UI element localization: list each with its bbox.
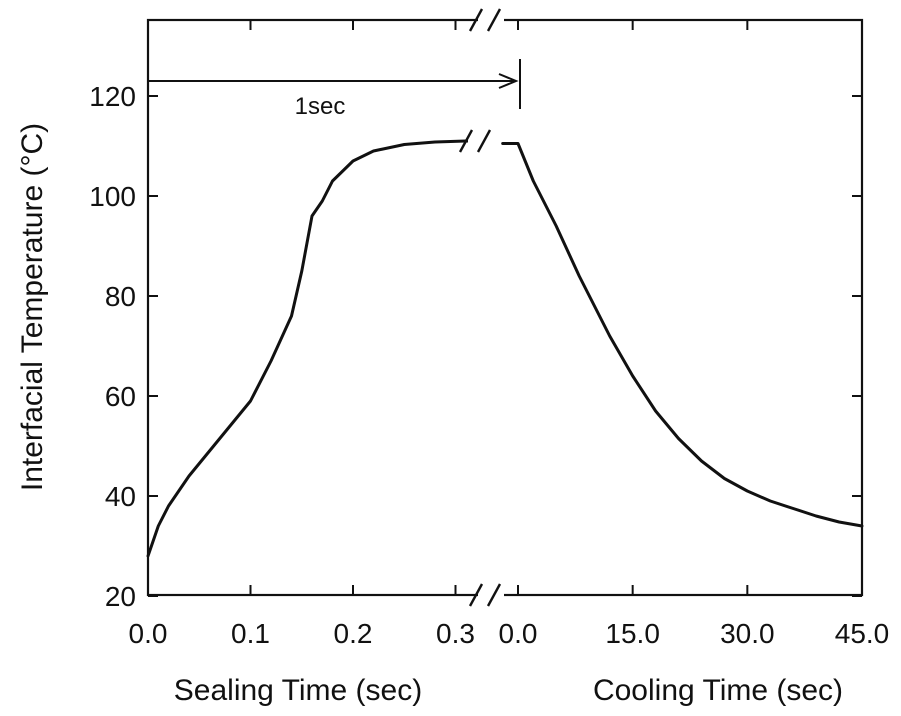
y-tick-label: 120 — [89, 81, 136, 112]
break-mark-curve — [458, 129, 474, 153]
x-tick-label: 30.0 — [720, 618, 775, 649]
x-tick-label: 0.0 — [499, 618, 538, 649]
series-line-sealing — [146, 139, 488, 558]
axis-break-layer — [458, 8, 504, 607]
x-tick-label: 0.2 — [334, 618, 373, 649]
y-tick-label: 80 — [105, 281, 136, 312]
y-tick-label: 60 — [105, 381, 136, 412]
x-tick-label: 15.0 — [605, 618, 660, 649]
ticks-layer — [147, 20, 862, 597]
curve-layer — [146, 139, 864, 558]
x-tick-label: 45.0 — [835, 618, 890, 649]
break-mark-bottom — [468, 583, 484, 607]
x-tick-label: 0.0 — [129, 618, 168, 649]
x-axis-title-cooling: Cooling Time (sec) — [593, 674, 843, 707]
duration-annotation-label: 1sec — [295, 93, 346, 120]
plot-frame — [146, 18, 864, 597]
series-line-cooling — [501, 142, 864, 528]
duration-arrowhead — [498, 73, 519, 89]
y-tick-label: 100 — [89, 181, 136, 212]
break-mark-top — [468, 8, 484, 32]
x-tick-label: 0.3 — [436, 618, 475, 649]
y-axis-title: Interfacial Temperature (°C) — [16, 123, 49, 491]
y-tick-label: 40 — [105, 481, 136, 512]
x-tick-label: 0.1 — [231, 618, 270, 649]
break-mark-curve — [476, 129, 492, 153]
x-axis-title-sealing: Sealing Time (sec) — [174, 674, 422, 707]
annotation-layer: 1sec — [148, 59, 521, 120]
break-mark-bottom — [486, 583, 502, 607]
y-tick-label: 20 — [105, 581, 136, 612]
label-layer: 20 40 60 80 100 120 0.0 0.1 0.2 0.3 0.0 15.0 30.0 45.… — [89, 81, 889, 649]
break-mark-top — [486, 8, 502, 32]
